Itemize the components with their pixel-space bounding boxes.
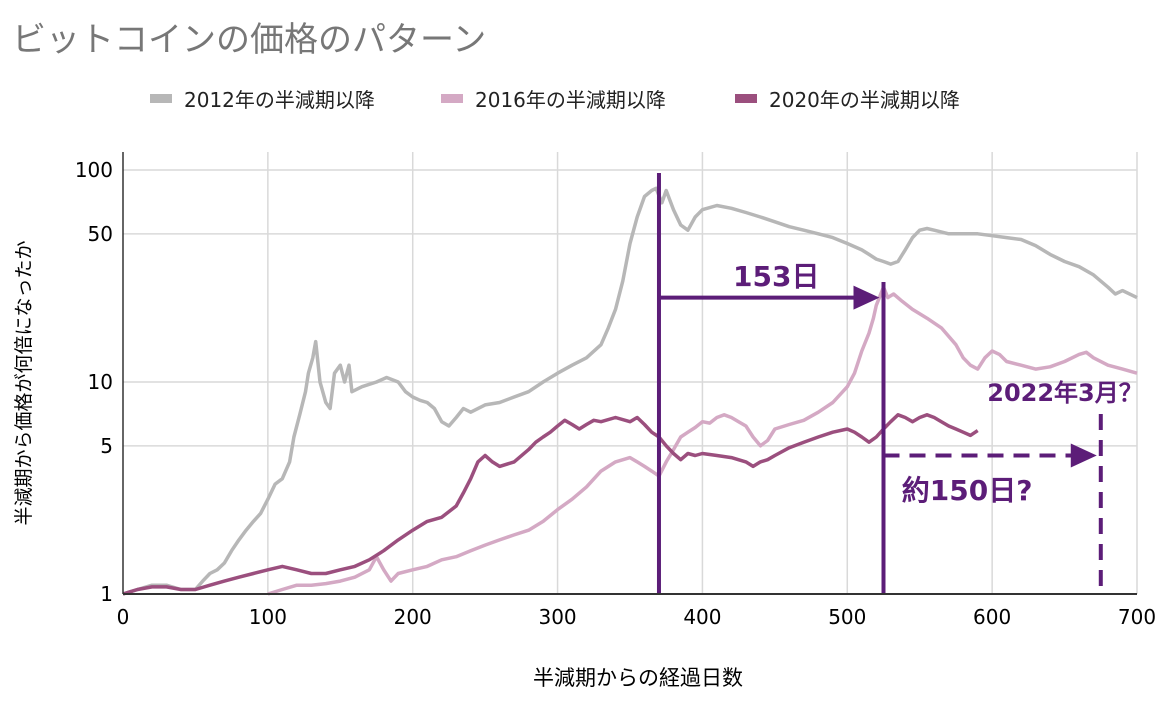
x-axis-label: 半減期からの経過日数 [533, 666, 743, 690]
annotation-150-label: 約150日? [902, 474, 1033, 507]
legend-swatch [441, 94, 463, 103]
legend: 2012年の半減期以降 2016年の半減期以降 2020年の半減期以降 [150, 88, 960, 112]
legend-swatch [150, 94, 172, 103]
x-tick-label: 400 [683, 605, 721, 629]
series-line [122, 413, 979, 596]
annotation-2022-label: 2022年3月？ [987, 379, 1143, 407]
legend-entry: 2016年の半減期以降 [475, 88, 666, 112]
arrow-150-head [1070, 443, 1097, 468]
axes: 0 100 200 300 400 500 600 700 1 5 10 50 100 半減期からの経過日… [13, 152, 1156, 690]
x-tick-label: 500 [828, 605, 866, 629]
x-tick-label: 700 [1118, 605, 1156, 629]
x-tick-label: 300 [538, 605, 576, 629]
legend-entry: 2012年の半減期以降 [184, 88, 375, 112]
page-title: ビットコインの価格のパターン [12, 20, 487, 60]
x-tick-label: 200 [394, 605, 432, 629]
grid-lines [123, 152, 1138, 594]
y-tick-label: 1 [100, 582, 113, 606]
y-tick-label: 50 [88, 222, 113, 246]
y-tick-label: 100 [75, 158, 113, 182]
legend-entry: 2020年の半減期以降 [769, 88, 960, 112]
series-lines [122, 186, 1138, 596]
y-tick-label: 5 [100, 434, 113, 458]
x-tick-label: 100 [249, 605, 287, 629]
series-line [267, 285, 1138, 596]
y-tick-label: 10 [88, 370, 113, 394]
x-tick-label: 0 [117, 605, 130, 629]
series-line [122, 186, 1138, 596]
arrow-153-head [853, 285, 880, 310]
legend-swatch [735, 94, 757, 103]
annotation-153-label: 153日 [733, 260, 819, 293]
y-axis-label: 半減期から価格が何倍になったか [13, 240, 35, 525]
x-tick-label: 600 [973, 605, 1011, 629]
